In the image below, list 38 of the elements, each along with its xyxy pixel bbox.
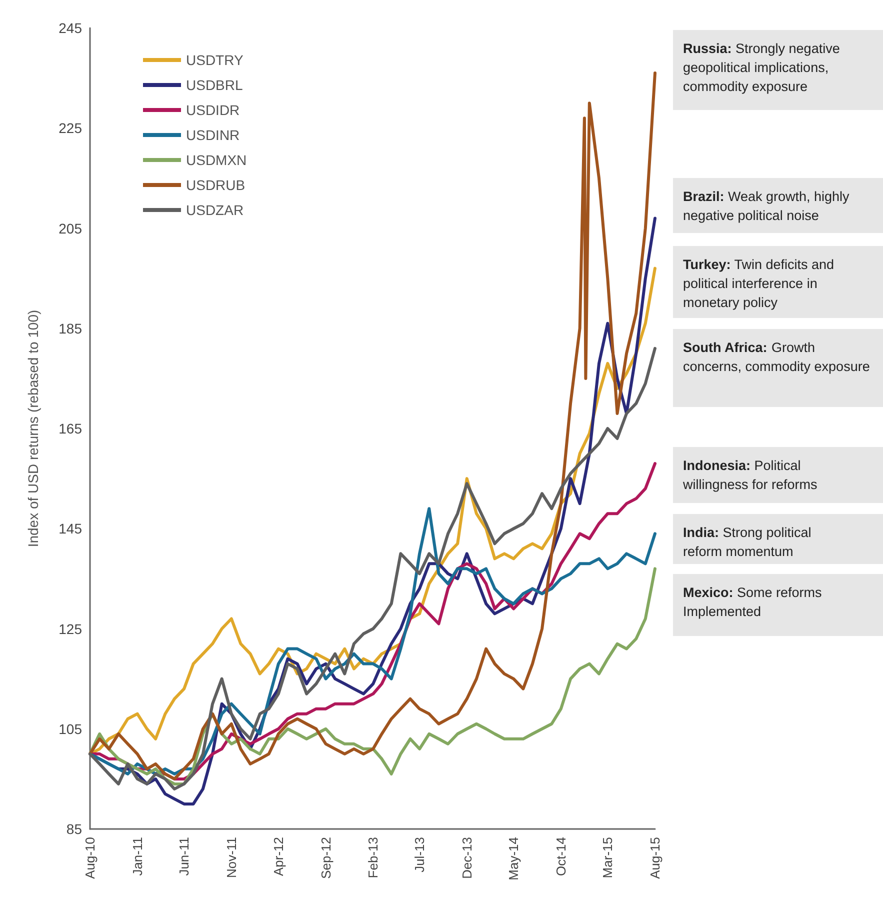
text: India: Strong political reform momentum [683,525,812,559]
y-tick-label: 245 [58,20,82,36]
y-tick-label: 205 [58,220,82,236]
text: South Africa: Growth concerns, commodity exposure [683,340,870,374]
y-axis-title: Index of USD returns (rebased to 100) [25,310,41,548]
y-tick-label: 185 [58,320,82,336]
x-tick-label: Aug-15 [648,837,662,879]
y-tick-label: 85 [66,821,82,837]
x-tick-label: May-14 [506,837,522,880]
x-tick-label: Apr-12 [270,837,286,876]
y-tick-label: 145 [58,520,82,537]
x-tick-label: Dec-13 [459,837,474,879]
legend-label: USDINR [186,127,240,143]
x-tick-label: Mar-15 [600,837,616,878]
x-tick-label: Feb-13 [366,837,381,878]
y-tick-label: 225 [58,120,82,136]
text: Mexico: Some reforms Implemented [683,585,822,619]
x-tick-label: Sep-12 [318,837,334,879]
legend-label: USDTRY [186,52,244,68]
text: Brazil: Weak growth, highly negative political noise [683,189,850,223]
x-tick-label: Jun-11 [176,837,192,876]
legend-label: USDMXN [186,152,247,168]
x-tick-label: Jul-13 [412,837,428,872]
x-tick-label: Jan-11 [130,837,145,876]
line-series [88,72,656,780]
text: Turkey: Twin deficits and political interference in monetary policy [683,257,834,310]
legend-label: USDRUB [186,177,246,193]
legend-label: USDBRL [186,77,244,93]
x-tick-label: Oct-14 [553,837,568,876]
text: Russia: Strongly negative geopolitical implications, commodity exposure [683,41,840,94]
x-tick-label: Aug-10 [82,837,98,879]
legend-label: USDIDR [186,102,240,118]
y-tick-label: 105 [58,720,82,737]
x-tick-label: Nov-11 [224,837,239,878]
y-tick-label: 165 [58,420,82,436]
y-tick-label: 125 [58,620,82,637]
legend-label: USDZAR [186,202,244,218]
text: Indonesia: Political willingness for reforms [682,458,818,492]
